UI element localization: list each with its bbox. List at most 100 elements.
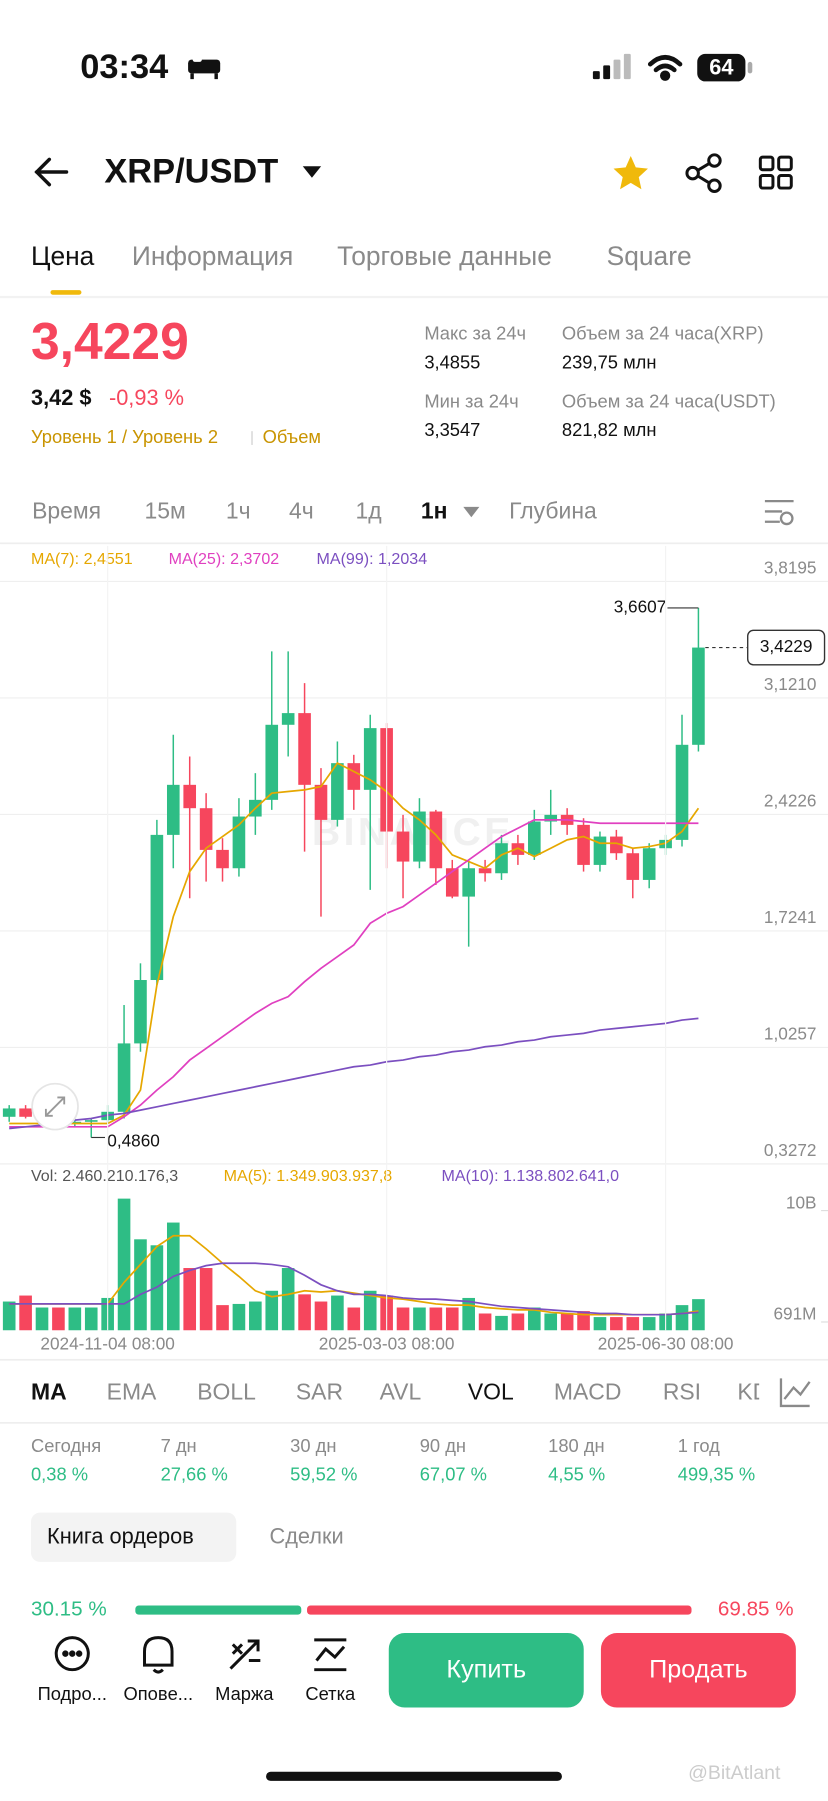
volume-bar — [429, 1307, 443, 1331]
favorite-star[interactable] — [613, 155, 648, 190]
candle-body — [462, 868, 475, 897]
period-label: Сегодня — [31, 1435, 101, 1456]
buy-button[interactable] — [388, 1632, 584, 1708]
period-value: 0,38 % — [31, 1464, 88, 1485]
candle-body — [642, 848, 656, 880]
chart-area: 3,8195 3,1210 2,4226 1,7241 1,0257 0,3272 BINA… — [0, 545, 828, 1354]
indicator[interactable]: EMA — [107, 1378, 157, 1404]
pair-title[interactable]: XRP/USDT — [104, 152, 278, 190]
candle-body — [232, 816, 246, 869]
stat-label: Макс за 24ч — [424, 323, 526, 344]
timeframe[interactable]: Время — [32, 498, 101, 524]
indicator-active[interactable]: MA — [31, 1378, 67, 1404]
chart-settings[interactable] — [764, 499, 794, 526]
margin-icon[interactable] — [229, 1639, 261, 1670]
candle-body — [199, 808, 213, 850]
volume-bar — [249, 1301, 262, 1331]
levels-link[interactable]: Уровень 1 / Уровень 2 — [31, 426, 218, 447]
order-tab[interactable]: Сделки — [270, 1524, 344, 1549]
timeframe-dropdown[interactable] — [463, 506, 480, 518]
tab[interactable]: Торговые данные — [337, 241, 552, 271]
indicator[interactable]: RSI — [663, 1378, 701, 1404]
tab[interactable]: Цена — [31, 241, 95, 271]
y-tick-label: 2,4226 — [764, 790, 817, 810]
battery-level: 64 — [709, 55, 733, 80]
min-label: 0,4860 — [107, 1131, 160, 1151]
legend-entry: MA(25): 2,3702 — [169, 550, 280, 568]
ma-line — [9, 819, 699, 1128]
price-change: -0,93 % — [109, 385, 184, 410]
candle-body — [216, 849, 229, 869]
timeframe[interactable]: 1ч — [226, 498, 251, 524]
candle-body — [183, 784, 197, 809]
details-icon[interactable] — [54, 1636, 90, 1672]
nav-label[interactable]: Оповe... — [123, 1683, 193, 1704]
period-label: 30 дн — [290, 1435, 336, 1456]
tab[interactable]: Square — [607, 241, 692, 271]
nav-label[interactable]: Подро... — [38, 1683, 107, 1704]
indicator[interactable]: SAR — [296, 1378, 343, 1404]
expand-button[interactable] — [31, 1082, 79, 1131]
volume-link[interactable]: Объем — [263, 426, 321, 447]
timeframe[interactable]: 1д — [356, 498, 382, 524]
last-price-label: 3,4229 — [760, 636, 813, 656]
volume-bar — [396, 1307, 410, 1331]
indicator[interactable]: BOLL — [197, 1378, 256, 1404]
indicator[interactable]: AVL — [380, 1378, 422, 1404]
candle-body — [396, 831, 410, 862]
stat-value: 3,3547 — [424, 419, 480, 440]
candle-body — [314, 784, 328, 820]
sell-label[interactable]: Продать — [649, 1655, 748, 1683]
back-button[interactable] — [34, 157, 69, 187]
pair-dropdown[interactable] — [302, 166, 322, 178]
volume-bar — [363, 1290, 377, 1331]
volume-bar — [19, 1295, 32, 1331]
performance: Сегодня 0,38 % 7 дн 27,66 % 30 дн 59,52 … — [31, 1435, 755, 1485]
sell-ratio: 69,85 % — [718, 1598, 794, 1621]
y-tick-label: 3,1210 — [764, 674, 817, 694]
indicator[interactable]: MACD — [554, 1378, 622, 1404]
period-value: 27,66 % — [161, 1464, 228, 1485]
period-value: 499,35 % — [678, 1464, 755, 1485]
candle-body — [429, 811, 443, 869]
volume-bar — [528, 1307, 541, 1331]
order-tab-bg — [30, 1512, 237, 1562]
max-label: 3,6607 — [614, 596, 667, 616]
tab[interactable]: Информация — [132, 241, 293, 271]
sell-button[interactable] — [600, 1632, 796, 1708]
candle-body — [626, 853, 640, 880]
menu-grid[interactable] — [758, 155, 793, 190]
timeframe[interactable]: 4ч — [289, 498, 314, 524]
indicator-active[interactable]: VOL — [468, 1378, 514, 1404]
period-value: 4,55 % — [548, 1464, 605, 1485]
wifi-icon — [647, 55, 683, 81]
volume-bar — [314, 1301, 328, 1331]
indicator-fade — [759, 1366, 828, 1420]
candle-body — [544, 814, 558, 822]
volume-bar — [117, 1198, 131, 1331]
volume-bar — [347, 1307, 361, 1331]
nav-label[interactable]: Маржа — [215, 1683, 274, 1704]
candle-body — [331, 763, 344, 820]
alert-icon[interactable] — [143, 1636, 174, 1674]
candle-body — [298, 713, 311, 785]
candle-body — [478, 868, 492, 874]
share-button[interactable] — [685, 153, 722, 194]
volume-bar — [445, 1307, 459, 1331]
timeframe-active[interactable]: 1н — [421, 498, 448, 524]
stat-value: 821,82 млн — [562, 419, 657, 440]
nav-label[interactable]: Сетка — [305, 1683, 356, 1704]
grid-icon[interactable] — [314, 1638, 347, 1672]
timeframe[interactable]: 15м — [145, 498, 186, 524]
volume-ma-line — [9, 1234, 699, 1316]
timeframe[interactable]: Глубина — [509, 498, 597, 524]
indicator-settings[interactable] — [779, 1378, 811, 1408]
candle-body — [134, 980, 147, 1044]
candle-body — [692, 647, 705, 745]
volume-bar — [626, 1317, 640, 1331]
order-tab-active[interactable]: Книга ордеров — [47, 1524, 194, 1549]
buy-label[interactable]: Купить — [446, 1655, 526, 1683]
volume-bar — [2, 1301, 16, 1331]
volume-bar — [560, 1313, 574, 1331]
